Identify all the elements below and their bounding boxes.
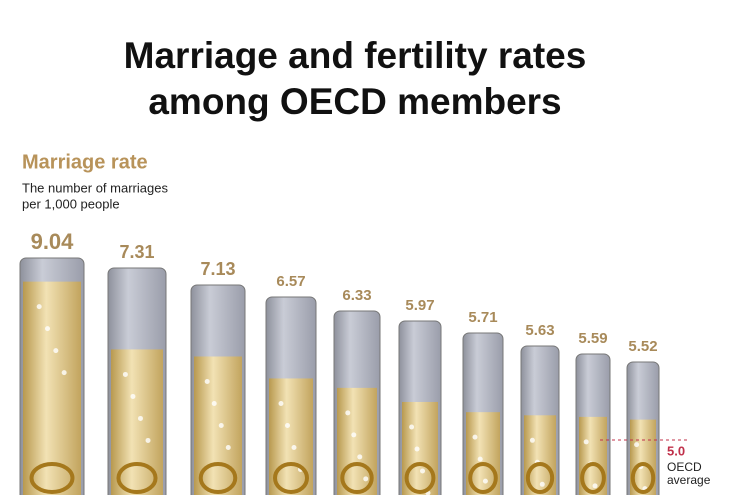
bubble: [122, 371, 128, 377]
bubble: [357, 454, 363, 460]
value-label: 7.13: [200, 259, 235, 279]
bubble: [351, 432, 357, 438]
description: per 1,000 people: [22, 196, 120, 211]
bubble: [529, 437, 535, 443]
ring: [340, 462, 374, 494]
bubble: [482, 478, 488, 484]
bar: [23, 281, 81, 495]
ring: [198, 462, 238, 494]
bubble: [145, 437, 151, 443]
bubble: [137, 415, 143, 421]
bubble: [539, 481, 545, 487]
reference-text: OECD: [667, 460, 702, 474]
bubble: [61, 370, 67, 376]
bubble: [592, 483, 598, 489]
bubble: [211, 401, 217, 407]
value-label: 6.33: [342, 287, 371, 304]
bubble: [218, 423, 224, 429]
value-label: 5.97: [405, 297, 434, 314]
bubble: [583, 439, 589, 445]
chart-title: Marriage and fertility rates: [124, 35, 587, 76]
bubble: [36, 304, 42, 310]
bubble: [363, 476, 369, 482]
ring: [525, 462, 555, 494]
value-label: 5.71: [468, 309, 497, 326]
value-label: 5.63: [525, 322, 554, 339]
description: The number of marriages: [22, 180, 168, 195]
reference-text: average: [667, 473, 711, 487]
value-label: 9.04: [31, 229, 75, 254]
bubble: [130, 393, 136, 399]
bubble: [204, 379, 210, 385]
subtitle: Marriage rate: [22, 151, 148, 173]
bubble: [477, 456, 483, 462]
ring: [630, 462, 656, 494]
bubble: [45, 326, 51, 332]
ring: [273, 462, 309, 494]
reference-label: 5.0: [667, 443, 685, 458]
ring: [404, 462, 436, 494]
chart-title: among OECD members: [148, 81, 561, 122]
bubble: [291, 444, 297, 450]
bubble: [472, 434, 478, 440]
bubble: [634, 442, 640, 448]
bubble: [278, 400, 284, 406]
ring: [116, 462, 158, 494]
ring: [580, 462, 606, 494]
bubble: [414, 446, 420, 452]
bubble: [225, 445, 231, 451]
bubble: [420, 468, 426, 474]
value-label: 6.57: [276, 273, 305, 290]
bubble: [345, 410, 351, 416]
ring: [468, 462, 498, 494]
ring: [29, 462, 75, 494]
value-label: 7.31: [119, 242, 154, 262]
bubble: [409, 424, 415, 430]
bubble: [285, 422, 290, 428]
value-label: 5.59: [578, 330, 607, 347]
value-label: 5.52: [628, 338, 657, 355]
bubble: [53, 348, 59, 354]
